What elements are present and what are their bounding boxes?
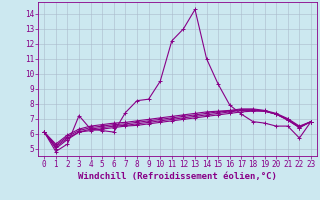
X-axis label: Windchill (Refroidissement éolien,°C): Windchill (Refroidissement éolien,°C) xyxy=(78,172,277,181)
